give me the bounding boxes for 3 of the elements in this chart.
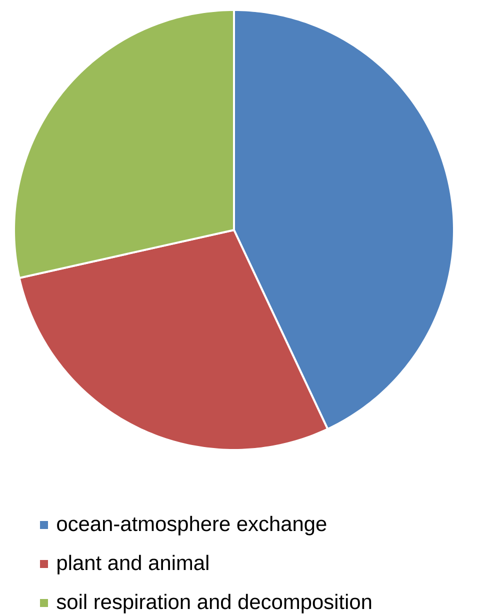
legend-label: soil respiration and decomposition [56,594,372,614]
legend-label: ocean-atmosphere exchange [57,516,326,536]
legend-label: plant and animal [58,554,208,574]
